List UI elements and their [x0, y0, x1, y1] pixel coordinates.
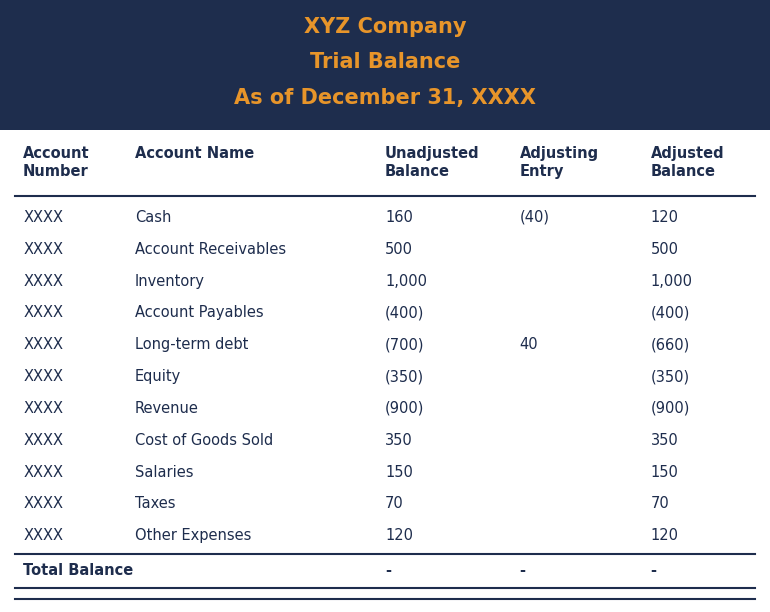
- Text: Cost of Goods Sold: Cost of Goods Sold: [135, 433, 273, 448]
- Text: 1,000: 1,000: [385, 274, 427, 289]
- Text: 500: 500: [385, 242, 413, 257]
- Text: 500: 500: [651, 242, 678, 257]
- Text: Salaries: Salaries: [135, 465, 193, 480]
- Text: (350): (350): [385, 369, 424, 384]
- Text: Inventory: Inventory: [135, 274, 205, 289]
- Text: 350: 350: [385, 433, 413, 448]
- Text: XXXX: XXXX: [23, 305, 63, 321]
- Text: XXXX: XXXX: [23, 433, 63, 448]
- Text: XYZ Company: XYZ Company: [303, 17, 467, 37]
- FancyBboxPatch shape: [0, 0, 770, 130]
- Text: (400): (400): [651, 305, 690, 321]
- Text: -: -: [385, 563, 391, 578]
- Text: XXXX: XXXX: [23, 528, 63, 543]
- Text: XXXX: XXXX: [23, 337, 63, 353]
- Text: XXXX: XXXX: [23, 496, 63, 512]
- Text: Account Payables: Account Payables: [135, 305, 263, 321]
- Text: 70: 70: [385, 496, 403, 512]
- Text: XXXX: XXXX: [23, 210, 63, 225]
- Text: 150: 150: [651, 465, 678, 480]
- Text: Revenue: Revenue: [135, 401, 199, 416]
- Text: 70: 70: [651, 496, 669, 512]
- Text: (400): (400): [385, 305, 424, 321]
- Text: XXXX: XXXX: [23, 369, 63, 384]
- Text: Other Expenses: Other Expenses: [135, 528, 251, 543]
- Text: (700): (700): [385, 337, 424, 353]
- Text: XXXX: XXXX: [23, 274, 63, 289]
- Text: Account
Number: Account Number: [23, 146, 90, 179]
- Text: (40): (40): [520, 210, 550, 225]
- Text: Equity: Equity: [135, 369, 181, 384]
- Text: XXXX: XXXX: [23, 401, 63, 416]
- Text: (900): (900): [385, 401, 424, 416]
- Text: (900): (900): [651, 401, 690, 416]
- Text: 120: 120: [651, 210, 678, 225]
- Text: 120: 120: [651, 528, 678, 543]
- Text: 40: 40: [520, 337, 538, 353]
- Text: As of December 31, XXXX: As of December 31, XXXX: [234, 88, 536, 108]
- Text: 120: 120: [385, 528, 413, 543]
- Text: Account Receivables: Account Receivables: [135, 242, 286, 257]
- Text: Cash: Cash: [135, 210, 171, 225]
- Text: Unadjusted
Balance: Unadjusted Balance: [385, 146, 480, 179]
- Text: Adjusted
Balance: Adjusted Balance: [651, 146, 725, 179]
- Text: Taxes: Taxes: [135, 496, 176, 512]
- Text: 160: 160: [385, 210, 413, 225]
- Text: XXXX: XXXX: [23, 242, 63, 257]
- Text: Trial Balance: Trial Balance: [310, 52, 460, 72]
- Text: 350: 350: [651, 433, 678, 448]
- Text: 1,000: 1,000: [651, 274, 693, 289]
- Text: 150: 150: [385, 465, 413, 480]
- Text: (660): (660): [651, 337, 690, 353]
- Text: Adjusting
Entry: Adjusting Entry: [520, 146, 599, 179]
- Text: (350): (350): [651, 369, 690, 384]
- Text: Account Name: Account Name: [135, 146, 254, 161]
- Text: -: -: [651, 563, 657, 578]
- Text: XXXX: XXXX: [23, 465, 63, 480]
- Text: -: -: [520, 563, 526, 578]
- Text: Total Balance: Total Balance: [23, 563, 133, 578]
- Text: Long-term debt: Long-term debt: [135, 337, 248, 353]
